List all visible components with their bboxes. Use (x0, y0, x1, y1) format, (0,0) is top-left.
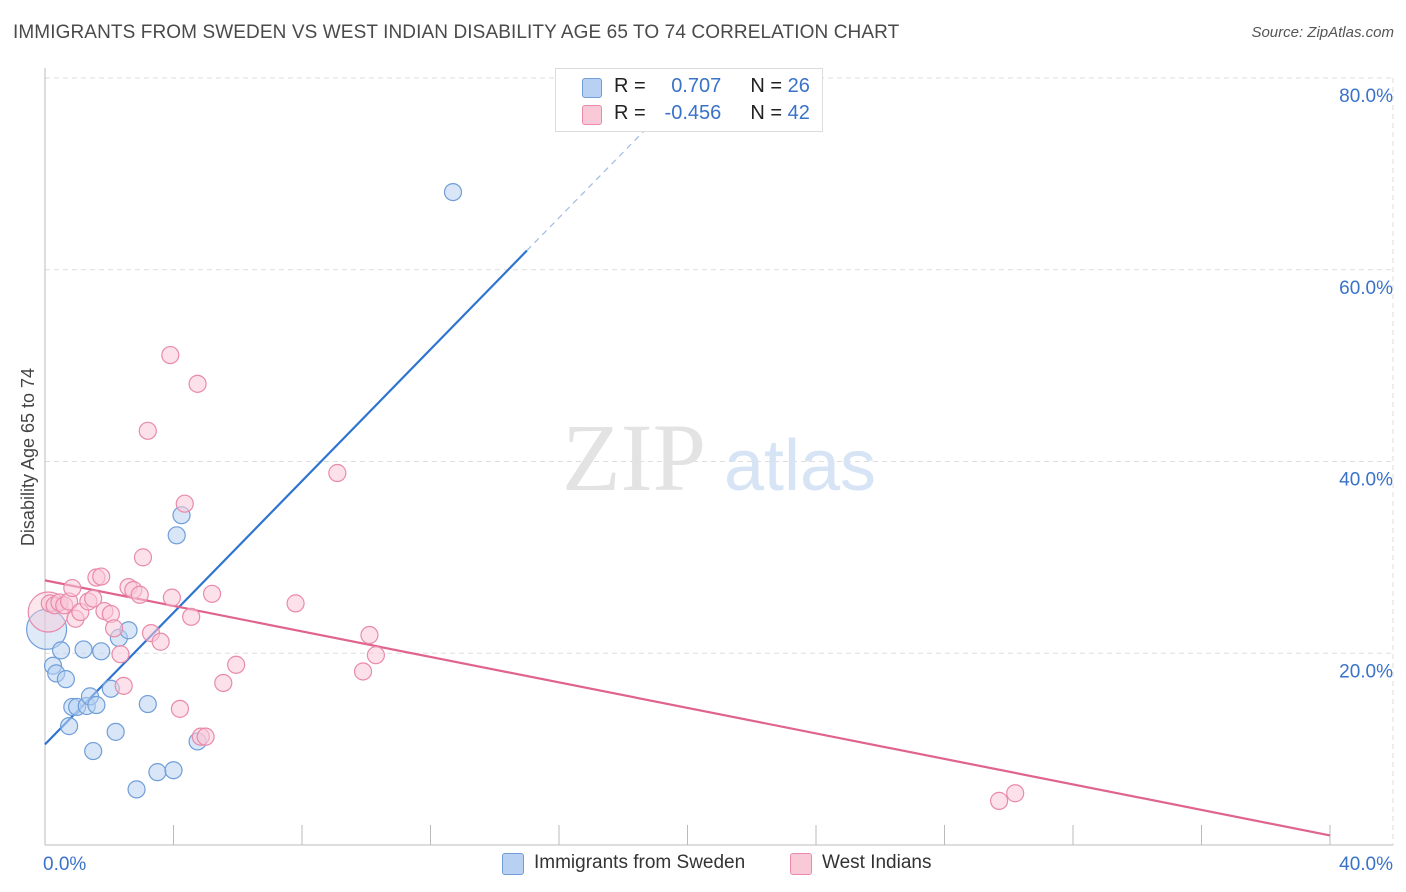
west-indians-point (353, 662, 373, 681)
sweden-point (87, 695, 106, 715)
legend-n-value: 26 (787, 75, 810, 97)
west-indians-point (182, 607, 201, 626)
legend-n-label: N = (750, 102, 783, 124)
west-indians-point (214, 673, 233, 693)
y-tick-label: 80.0% (1339, 86, 1393, 107)
west-indians-point (202, 584, 222, 603)
west-indians-point (170, 699, 190, 718)
axis-labels: 20.0% 40.0% 60.0% 80.0% 0.0% 40.0% (43, 86, 1393, 875)
west-indians-point (151, 632, 170, 651)
sweden-point (74, 640, 93, 659)
gridlines (45, 77, 1394, 845)
trend-lines (44, 125, 1331, 837)
west-indians-point (63, 578, 82, 598)
sweden-point (167, 526, 186, 545)
west-indians-point (104, 619, 124, 638)
legend-n-value: 42 (787, 102, 810, 124)
bottom-legend-label: Immigrants from Sweden (534, 852, 746, 873)
axes (44, 68, 1393, 846)
sweden-point (51, 641, 71, 660)
y-axis-title: Disability Age 65 to 74 (18, 368, 38, 546)
y-tick-label: 60.0% (1339, 278, 1393, 299)
bottom-legend-swatch-pink (790, 853, 812, 875)
west-indians-point (133, 548, 153, 567)
west-indians-point (1006, 784, 1025, 803)
watermark-zip: ZIP (562, 404, 706, 511)
legend-r-value: 0.707 (671, 75, 722, 97)
west-indians-point (175, 494, 194, 513)
west-indians-point (196, 727, 215, 746)
y-tick-label: 20.0% (1339, 661, 1393, 682)
west-indians-point (227, 655, 246, 674)
watermark: ZIP atlas (562, 404, 876, 511)
bottom-legend-swatch-blue (502, 853, 524, 875)
legend-swatch-pink (582, 105, 602, 125)
west-indians-point (111, 645, 130, 664)
sweden-point (148, 763, 167, 782)
sweden-point (127, 780, 146, 799)
sweden-point (106, 722, 125, 741)
sweden-point (164, 761, 183, 780)
y-tick-label: 40.0% (1339, 470, 1393, 491)
west-indians-point (138, 421, 157, 440)
sweden-trend-line (44, 249, 528, 746)
watermark-atlas: atlas (724, 426, 876, 506)
sweden-point (56, 670, 75, 689)
west-indians-point (360, 625, 379, 645)
sweden-point (84, 741, 103, 761)
west-indians-point (990, 791, 1009, 810)
west-indians-point (328, 463, 347, 483)
west-indians-point (188, 374, 207, 393)
west-indians-point (161, 345, 180, 365)
data-points (26, 182, 1025, 810)
west-indians-point (162, 588, 181, 607)
x-tick-label: 0.0% (43, 854, 86, 875)
chart-title: IMMIGRANTS FROM SWEDEN VS WEST INDIAN DI… (13, 22, 900, 43)
west-indians-point (114, 676, 133, 695)
west-indians-point (84, 589, 103, 608)
x-tick-label: 40.0% (1339, 854, 1393, 875)
west-indians-point (92, 567, 111, 586)
legend-r-label: R = (614, 75, 646, 97)
sweden-point (59, 717, 79, 736)
legend-r-label: R = (614, 102, 646, 124)
legend-swatch-blue (582, 78, 602, 98)
sweden-point (138, 694, 157, 714)
correlation-legend: R = 0.707 N = 26 R = -0.456 N = 42 (555, 68, 823, 132)
legend-n-label: N = (750, 75, 783, 97)
sweden-trend-extension (526, 125, 650, 251)
west-indians-point (286, 594, 305, 613)
west-indians-point (366, 646, 385, 665)
sweden-point (92, 642, 111, 661)
source-label: Source: ZipAtlas.com (1251, 24, 1394, 41)
legend-r-value: -0.456 (664, 102, 722, 124)
west-indians-point (130, 585, 149, 604)
west-indians-trend-line (44, 579, 1331, 837)
bottom-legend-label: West Indians (822, 852, 932, 873)
sweden-point (443, 182, 463, 202)
